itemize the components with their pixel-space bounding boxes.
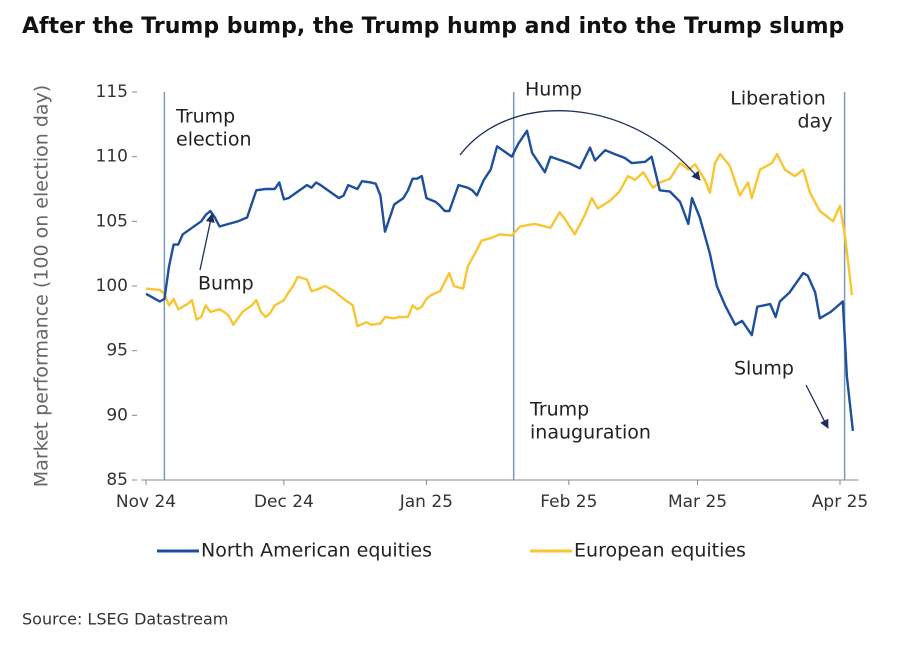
- series-line: [145, 129, 855, 432]
- y-tick-label: 105: [96, 211, 128, 231]
- arrow: [199, 213, 215, 271]
- x-tick-label: Feb 25: [540, 492, 597, 512]
- series-line: [145, 152, 854, 328]
- y-tick-label: 110: [96, 147, 128, 167]
- x-tick-label: Jan 25: [399, 492, 453, 512]
- annotation: election: [176, 129, 252, 151]
- arrow: [805, 384, 829, 429]
- annotation: Trump: [175, 106, 235, 128]
- annotation: Slump: [734, 358, 794, 380]
- x-tick-label: Apr 25: [812, 492, 868, 512]
- y-tick-label: 90: [106, 405, 128, 425]
- annotation: day: [798, 111, 833, 133]
- legend-label: European equities: [574, 540, 746, 562]
- annotation: Bump: [198, 273, 254, 295]
- y-tick-label: 95: [106, 341, 128, 361]
- x-tick-label: Nov 24: [116, 492, 176, 512]
- annotation: Trump: [529, 399, 589, 421]
- annotation: Hump: [525, 79, 582, 101]
- x-tick-label: Dec 24: [254, 492, 314, 512]
- y-tick-label: 115: [96, 82, 128, 102]
- y-axis-label: Market performance (100 on election day): [31, 85, 53, 487]
- annotation: inauguration: [530, 422, 651, 444]
- y-tick-label: 85: [106, 470, 128, 490]
- legend-label: North American equities: [201, 540, 432, 562]
- annotation: Liberation: [730, 88, 825, 110]
- legend: North American equities European equities: [157, 540, 746, 562]
- chart-title: After the Trump bump, the Trump hump and…: [22, 14, 844, 39]
- y-tick-label: 100: [96, 276, 128, 296]
- source: Source: LSEG Datastream: [22, 610, 228, 629]
- x-tick-label: Mar 25: [668, 492, 727, 512]
- plot-area: 85 90 95 100 105 110 115 Nov 24 Dec 24 Jan 25 Feb …: [96, 82, 869, 512]
- arrow: [459, 110, 701, 181]
